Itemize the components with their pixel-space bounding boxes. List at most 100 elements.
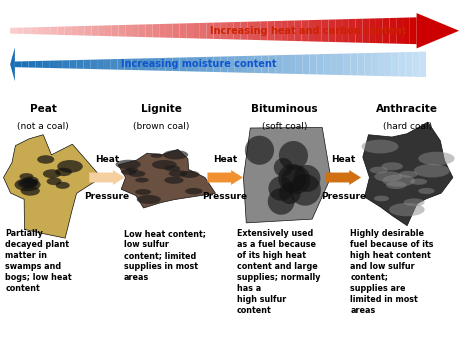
Ellipse shape [21, 179, 38, 187]
Ellipse shape [163, 150, 188, 159]
Ellipse shape [279, 182, 301, 204]
Polygon shape [301, 20, 308, 42]
Polygon shape [349, 19, 356, 43]
Polygon shape [111, 59, 118, 70]
Text: Peat: Peat [30, 104, 57, 114]
Polygon shape [112, 25, 118, 37]
Polygon shape [132, 24, 139, 37]
Ellipse shape [386, 181, 407, 189]
Polygon shape [234, 22, 240, 40]
Ellipse shape [15, 178, 41, 191]
Polygon shape [193, 57, 200, 72]
Ellipse shape [383, 174, 415, 187]
Polygon shape [125, 59, 131, 70]
Polygon shape [64, 26, 71, 35]
Text: Low heat content;
low sulfur
content; limited
supplies in most
areas: Low heat content; low sulfur content; li… [124, 229, 206, 282]
Polygon shape [344, 54, 351, 75]
Ellipse shape [164, 177, 183, 184]
Ellipse shape [116, 160, 141, 169]
Polygon shape [405, 52, 412, 77]
Polygon shape [378, 53, 385, 76]
Ellipse shape [389, 203, 425, 216]
Ellipse shape [362, 140, 399, 153]
Polygon shape [186, 57, 193, 71]
Polygon shape [139, 24, 146, 37]
Polygon shape [105, 25, 112, 36]
Polygon shape [399, 52, 405, 77]
Polygon shape [90, 60, 97, 69]
Polygon shape [255, 56, 262, 73]
Polygon shape [57, 27, 64, 35]
Polygon shape [153, 24, 159, 38]
Polygon shape [173, 23, 180, 38]
Polygon shape [390, 18, 396, 44]
Polygon shape [412, 52, 419, 77]
Polygon shape [131, 59, 138, 70]
Ellipse shape [185, 188, 202, 195]
Text: Heat: Heat [331, 155, 356, 164]
Polygon shape [303, 54, 310, 74]
Polygon shape [70, 60, 76, 69]
FancyArrow shape [208, 170, 243, 185]
Text: (soft coal): (soft coal) [262, 122, 307, 131]
Text: Anthracite: Anthracite [376, 104, 438, 114]
Ellipse shape [293, 165, 320, 192]
Ellipse shape [135, 189, 151, 195]
Polygon shape [165, 58, 173, 71]
Ellipse shape [374, 196, 389, 201]
Polygon shape [118, 59, 125, 70]
Polygon shape [179, 58, 186, 71]
FancyArrow shape [89, 170, 125, 185]
Polygon shape [10, 47, 15, 81]
Polygon shape [78, 26, 85, 36]
Polygon shape [410, 17, 417, 44]
Polygon shape [322, 20, 328, 42]
Ellipse shape [37, 155, 55, 164]
Polygon shape [234, 56, 241, 73]
Text: Increasing moisture content: Increasing moisture content [121, 59, 277, 69]
Text: (brown coal): (brown coal) [133, 122, 190, 131]
Text: Highly desirable
fuel because of its
high heat content
and low sulfur
content;
s: Highly desirable fuel because of its hig… [350, 229, 434, 316]
Polygon shape [71, 26, 78, 36]
Ellipse shape [418, 152, 455, 165]
Polygon shape [207, 23, 213, 39]
Text: (not a coal): (not a coal) [18, 122, 69, 131]
Polygon shape [49, 60, 56, 68]
Polygon shape [419, 51, 426, 77]
Polygon shape [152, 58, 159, 71]
Polygon shape [213, 22, 220, 39]
Polygon shape [337, 54, 344, 75]
Polygon shape [15, 61, 22, 67]
Polygon shape [207, 57, 214, 72]
Text: Bituminous: Bituminous [251, 104, 318, 114]
Ellipse shape [289, 174, 321, 206]
Polygon shape [36, 61, 42, 68]
Polygon shape [351, 53, 357, 75]
Polygon shape [30, 27, 37, 34]
Polygon shape [214, 56, 220, 72]
Ellipse shape [274, 158, 292, 177]
Text: Lignite: Lignite [141, 104, 182, 114]
Ellipse shape [135, 178, 149, 182]
Polygon shape [363, 122, 453, 226]
Ellipse shape [164, 165, 180, 171]
Polygon shape [383, 18, 390, 43]
Polygon shape [363, 18, 369, 43]
Ellipse shape [55, 182, 70, 189]
Text: Extensively used
as a fuel because
of its high heat
content and large
supplies; : Extensively used as a fuel because of it… [237, 229, 320, 316]
Polygon shape [98, 26, 105, 36]
Ellipse shape [281, 165, 310, 194]
Ellipse shape [46, 178, 62, 185]
Polygon shape [3, 135, 101, 238]
Polygon shape [310, 54, 317, 75]
Ellipse shape [169, 170, 187, 177]
Polygon shape [365, 53, 371, 76]
Ellipse shape [128, 170, 146, 177]
Polygon shape [22, 61, 28, 67]
Polygon shape [76, 60, 83, 69]
Ellipse shape [121, 169, 136, 175]
Ellipse shape [268, 188, 295, 215]
Polygon shape [323, 54, 330, 75]
Polygon shape [281, 21, 288, 41]
Ellipse shape [403, 198, 425, 206]
